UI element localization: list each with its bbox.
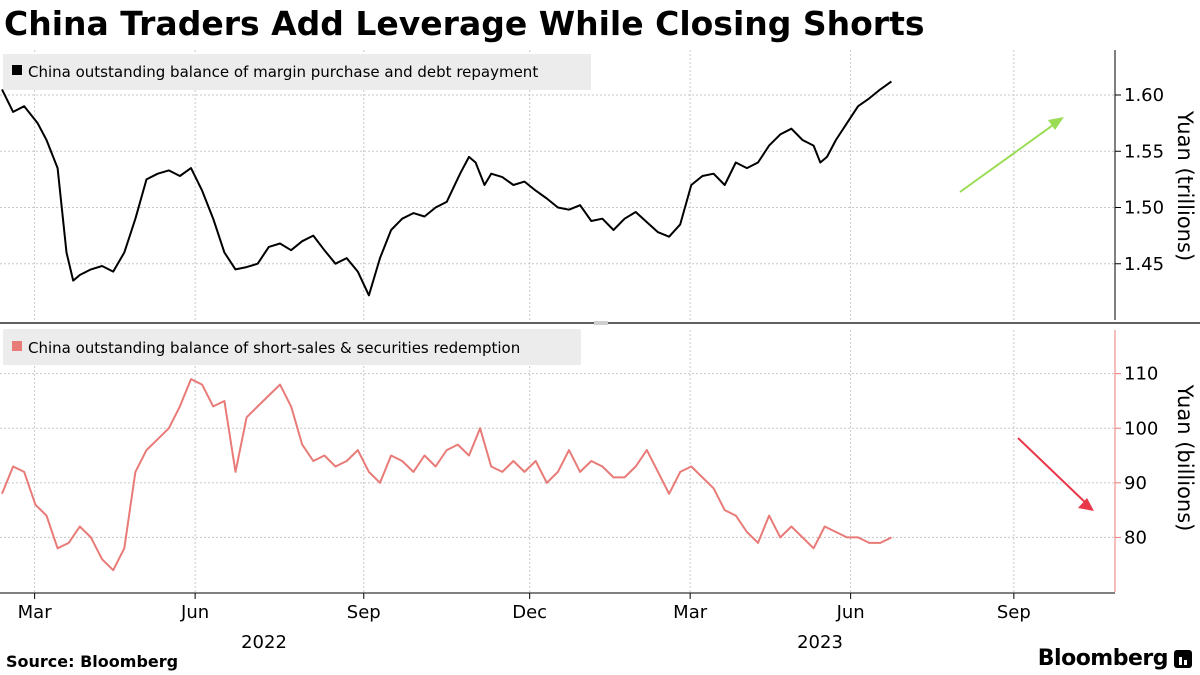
bottom-legend-label: China outstanding balance of short-sales… — [28, 339, 520, 357]
brand-text: Bloomberg — [1037, 646, 1169, 671]
y-tick-label: 100 — [1124, 418, 1158, 439]
chart-title: China Traders Add Leverage While Closing… — [4, 4, 925, 43]
top-panel-gridlines — [0, 50, 1115, 320]
panel-resize-handle — [594, 321, 608, 325]
bloomberg-terminal-icon — [1174, 649, 1192, 668]
top-y-axis-title: Yuan (trillions) — [1173, 110, 1197, 261]
x-tick-label: Jun — [180, 602, 209, 623]
top-legend-label: China outstanding balance of margin purc… — [28, 63, 538, 81]
short-sales-balance-line — [1, 378, 892, 572]
y-tick-label: 1.60 — [1124, 85, 1164, 106]
x-tick-label: Jun — [836, 602, 865, 623]
x-tick-label: Dec — [512, 602, 547, 623]
y-tick-label: 1.50 — [1124, 198, 1164, 219]
y-tick-label: 80 — [1124, 527, 1147, 548]
bloomberg-logo: Bloomberg — [1038, 646, 1192, 671]
y-tick-label: 1.45 — [1124, 254, 1164, 275]
x-tick-label: Sep — [997, 602, 1031, 623]
bottom-y-axis-title: Yuan (billions) — [1173, 384, 1197, 532]
x-year-label: 2022 — [241, 632, 287, 653]
y-tick-label: 90 — [1124, 473, 1147, 494]
bottom-y-ticks: 110 100 90 80 — [1115, 364, 1158, 548]
down-trend-arrow — [1017, 437, 1094, 511]
margin-balance-line — [1, 80, 892, 297]
top-legend-box — [3, 54, 591, 90]
bottom-panel-gridlines — [0, 330, 1115, 592]
x-tick-label: Mar — [18, 602, 53, 623]
y-tick-label: 1.55 — [1124, 141, 1164, 162]
top-legend-swatch — [12, 65, 22, 75]
y-tick-label: 110 — [1124, 364, 1158, 385]
bottom-legend-swatch — [12, 341, 22, 351]
source-note: Source: Bloomberg — [6, 652, 179, 671]
x-axis-ticks: Mar Jun Sep Dec Mar Jun Sep 2022 2023 — [18, 593, 1031, 653]
top-y-ticks: 1.60 1.55 1.50 1.45 — [1115, 85, 1164, 275]
x-tick-label: Sep — [347, 602, 381, 623]
x-tick-label: Mar — [673, 602, 708, 623]
up-trend-arrow — [959, 117, 1064, 193]
x-year-label: 2023 — [797, 632, 843, 653]
bottom-legend-box — [3, 329, 581, 365]
